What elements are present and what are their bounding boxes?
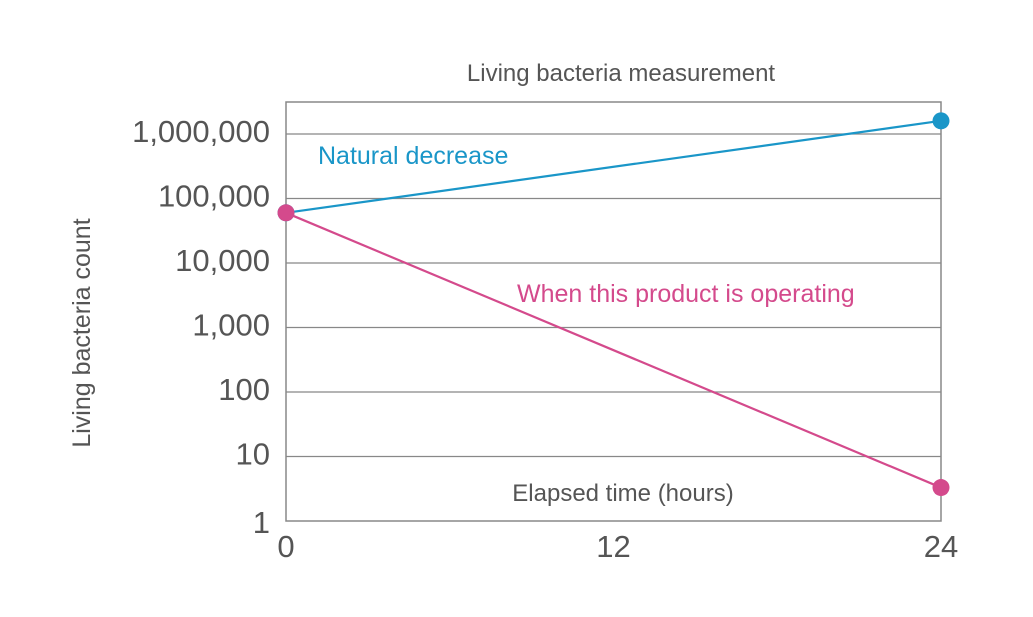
series-line-1 [285, 211, 942, 489]
series-layer [277, 112, 950, 497]
x-tick-label: 0 [277, 529, 294, 564]
chart-title: Living bacteria measurement [467, 60, 775, 87]
y-tick-label: 100 [218, 372, 270, 407]
y-axis-label: Living bacteria count [68, 218, 96, 447]
x-axis-label: Elapsed time (hours) [512, 480, 733, 507]
x-tick-label: 12 [596, 529, 630, 564]
series-line-0 [285, 119, 942, 214]
y-tick-label: 10 [236, 437, 270, 472]
y-tick-label: 1,000,000 [132, 114, 270, 149]
x-tick-label: 24 [924, 529, 958, 564]
y-tick-label: 10,000 [175, 243, 270, 278]
y-tick-label: 1 [253, 505, 270, 540]
legend-natural-decrease: Natural decrease [318, 142, 508, 170]
series-point-1 [932, 479, 950, 497]
y-axis-ticks: 1 10 100 1,000 10,000 100,000 1,000,000 [132, 114, 270, 540]
plot-frame [285, 101, 942, 522]
series-point-0 [932, 112, 950, 130]
legend-product-operating: When this product is operating [517, 280, 855, 308]
y-tick-label: 100,000 [158, 179, 270, 214]
series-point-1 [277, 204, 295, 222]
x-axis-ticks: 0 12 24 [277, 529, 958, 564]
y-tick-label: 1,000 [192, 308, 270, 343]
